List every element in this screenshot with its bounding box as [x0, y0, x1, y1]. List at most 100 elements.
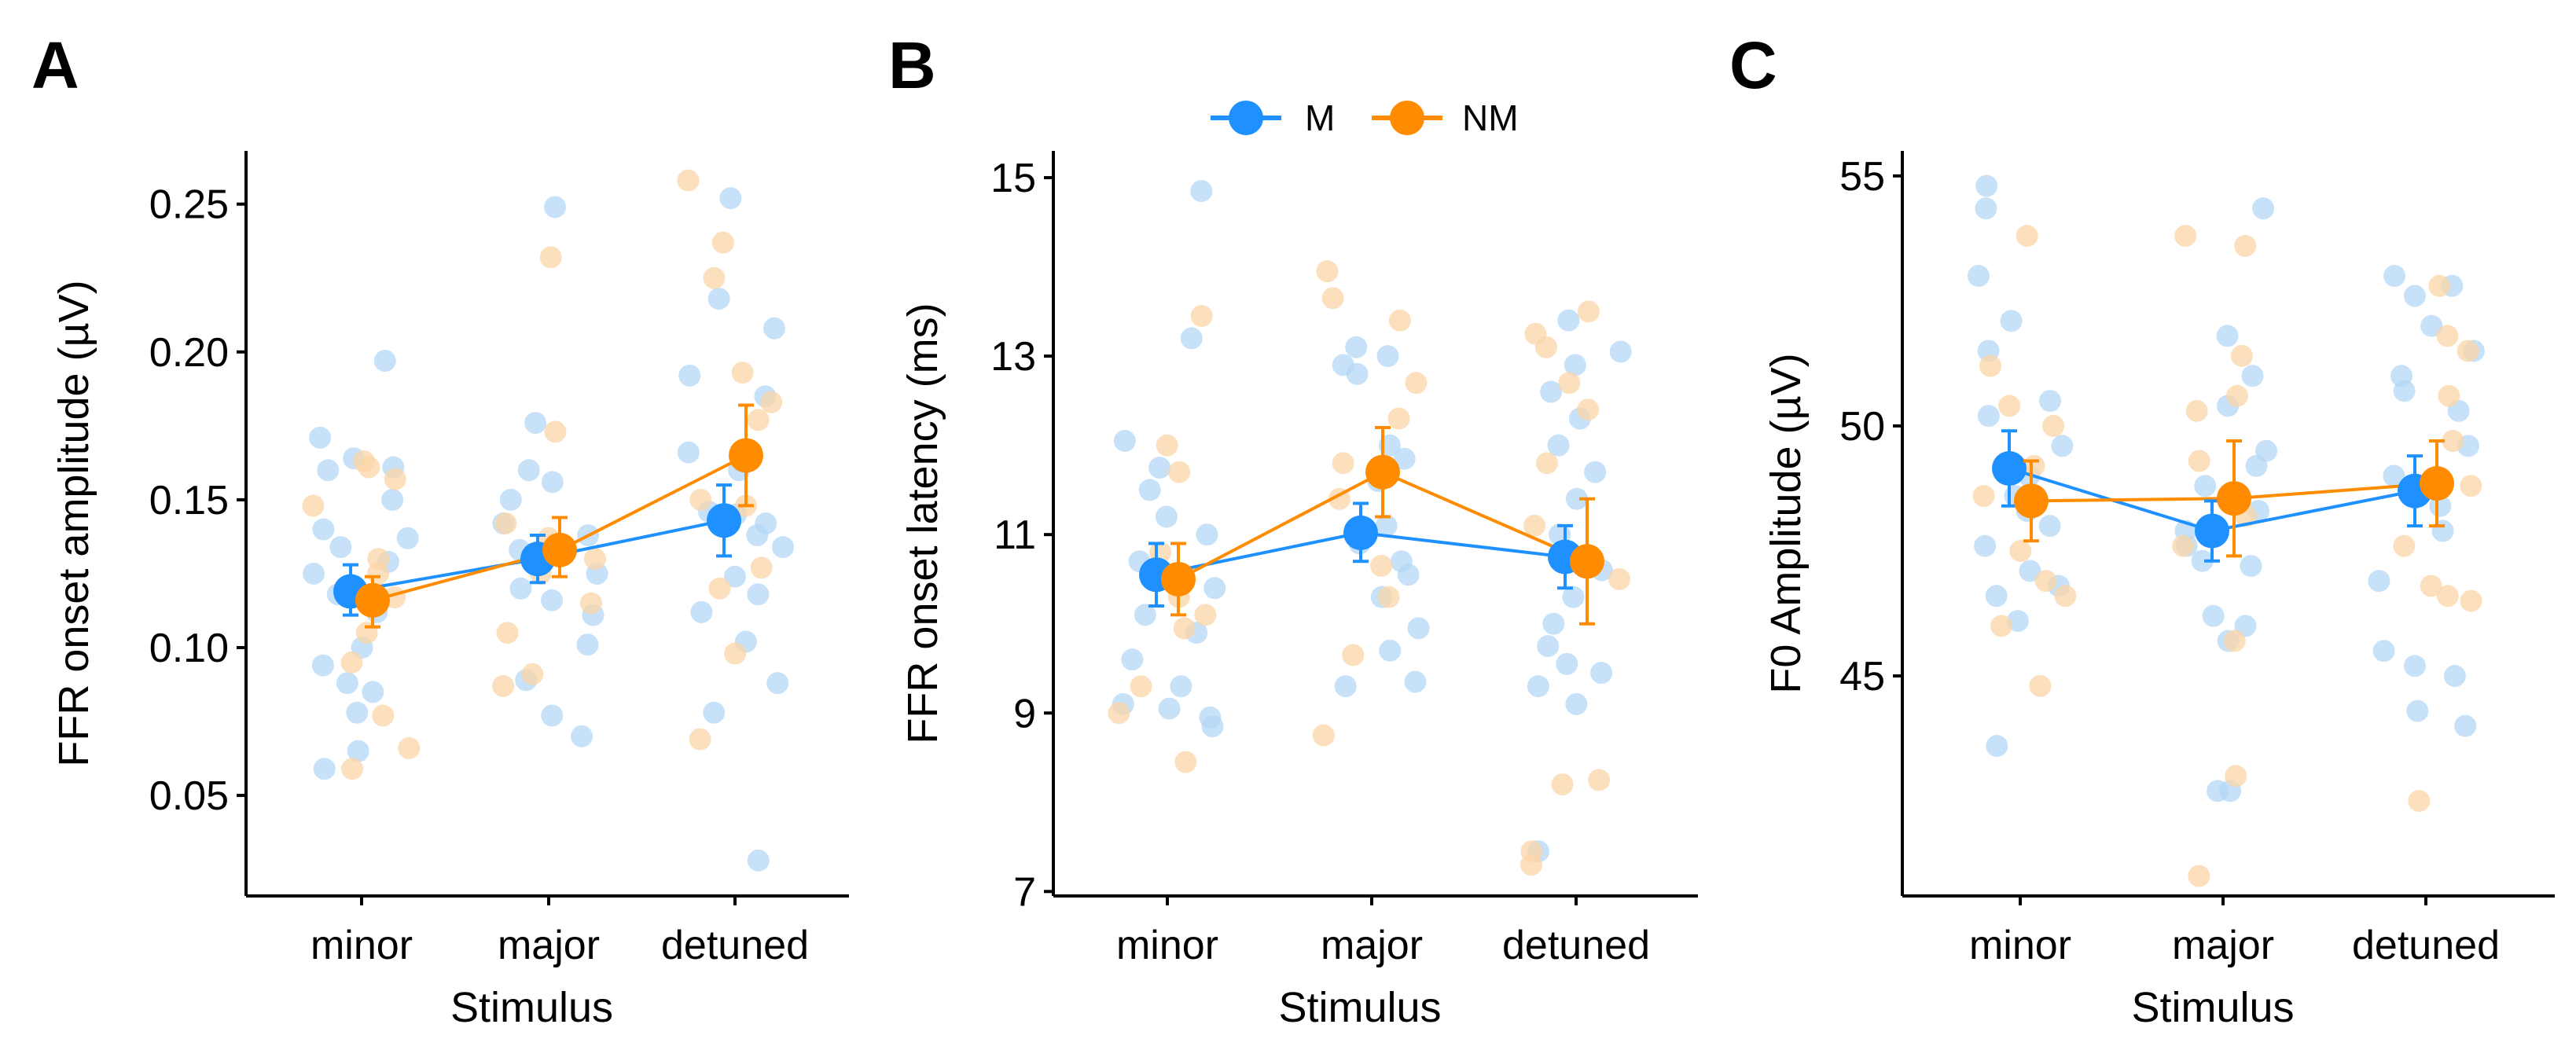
data-point-nm: [340, 651, 363, 674]
data-point-m: [1393, 447, 1416, 470]
data-point-m: [2403, 285, 2426, 307]
data-point-m: [381, 488, 404, 511]
data-point-m: [336, 672, 358, 695]
data-point-m: [763, 317, 786, 340]
x-tick-label: major: [498, 923, 600, 968]
data-point-m: [1537, 635, 1560, 658]
data-point-nm: [724, 642, 747, 665]
data-point-m: [1977, 405, 2000, 428]
data-point-nm: [2223, 630, 2246, 652]
data-point-nm: [1190, 305, 1213, 328]
data-point-m: [1134, 604, 1156, 626]
data-point-nm: [2225, 765, 2247, 787]
data-point-nm: [1998, 395, 2021, 417]
data-point-nm: [579, 592, 602, 615]
data-point-m: [1975, 174, 1998, 197]
data-point-nm: [2188, 865, 2210, 887]
data-point-nm: [2054, 585, 2077, 608]
data-point-nm: [2438, 384, 2460, 407]
mean-marker-nm: [2014, 483, 2049, 519]
data-point-m: [2372, 640, 2395, 663]
data-point-nm: [1979, 354, 2001, 377]
data-point-nm: [1168, 461, 1191, 483]
mean-marker-nm: [1570, 544, 1604, 579]
data-point-nm: [1990, 615, 2013, 637]
data-point-nm: [2174, 225, 2197, 248]
data-point-nm: [1321, 287, 1344, 310]
data-point-m: [317, 459, 340, 482]
data-point-m: [1170, 675, 1192, 698]
data-point-nm: [1551, 773, 1574, 796]
legend-label-nm: NM: [1462, 97, 1519, 138]
data-point-nm: [2185, 399, 2208, 422]
data-point-m: [509, 577, 532, 600]
data-point-m: [1590, 662, 1613, 685]
data-point-m: [2019, 560, 2041, 582]
data-point-m: [517, 459, 540, 482]
mean-marker-m: [1343, 515, 1378, 550]
data-point-nm: [2009, 539, 2032, 562]
panel-letter-b: B: [888, 28, 936, 102]
data-point-nm: [494, 512, 517, 534]
data-point-m: [346, 701, 369, 724]
data-point-nm: [1370, 554, 1393, 577]
data-point-nm: [1387, 407, 1410, 430]
data-point-m: [2000, 310, 2023, 332]
data-point-nm: [1972, 485, 1995, 508]
y-tick-label: 11: [994, 512, 1036, 558]
data-point-nm: [1405, 372, 1428, 395]
legend-label-m: M: [1305, 97, 1335, 138]
data-point-nm: [539, 246, 562, 269]
y-tick-label: 7: [1013, 869, 1036, 915]
data-point-m: [703, 701, 726, 724]
data-point-nm: [1312, 724, 1335, 747]
data-point-nm: [760, 391, 783, 413]
y-tick-label: 0.20: [149, 330, 229, 376]
data-point-m: [1113, 429, 1136, 452]
data-point-nm: [1535, 452, 1558, 475]
data-point-m: [2420, 314, 2443, 337]
data-point-m: [541, 704, 564, 727]
data-point-m: [499, 488, 522, 511]
data-point-m: [2368, 570, 2390, 593]
data-point-nm: [358, 456, 380, 479]
data-point-m: [543, 196, 566, 218]
data-point-m: [1584, 461, 1607, 483]
data-point-nm: [496, 622, 519, 644]
data-point-nm: [2408, 790, 2431, 813]
panel-letter-c: C: [1729, 28, 1777, 102]
data-point-m: [1138, 479, 1161, 501]
data-point-m: [747, 583, 770, 606]
data-point-nm: [2042, 414, 2065, 437]
data-point-m: [1397, 564, 1420, 586]
data-point-m: [1155, 505, 1178, 528]
data-point-nm: [2029, 674, 2052, 697]
legend-marker-nm: [1390, 101, 1424, 135]
data-point-nm: [521, 663, 544, 685]
data-point-m: [1345, 336, 1368, 358]
data-point-m: [1562, 586, 1585, 608]
data-point-m: [1190, 180, 1213, 203]
data-point-m: [1609, 340, 1632, 363]
mean-marker-nm: [1365, 454, 1400, 490]
data-point-m: [746, 524, 769, 547]
data-point-nm: [1108, 702, 1130, 725]
data-point-nm: [2428, 274, 2451, 297]
data-point-nm: [1588, 769, 1611, 791]
y-tick-label: 55: [1839, 154, 1885, 200]
data-point-m: [707, 288, 730, 310]
data-point-nm: [1130, 675, 1152, 698]
data-point-nm: [703, 266, 726, 289]
data-point-nm: [2234, 234, 2257, 257]
data-point-m: [2454, 714, 2477, 737]
data-point-nm: [1194, 604, 1217, 626]
y-tick-label: 0.10: [149, 626, 229, 671]
data-point-m: [524, 412, 547, 435]
data-point-nm: [1608, 567, 1630, 590]
data-point-nm: [492, 674, 515, 697]
data-point-m: [1346, 362, 1369, 385]
data-point-m: [1334, 675, 1357, 698]
data-point-nm: [2420, 575, 2442, 597]
data-point-m: [2245, 454, 2268, 477]
data-point-m: [2051, 435, 2074, 457]
